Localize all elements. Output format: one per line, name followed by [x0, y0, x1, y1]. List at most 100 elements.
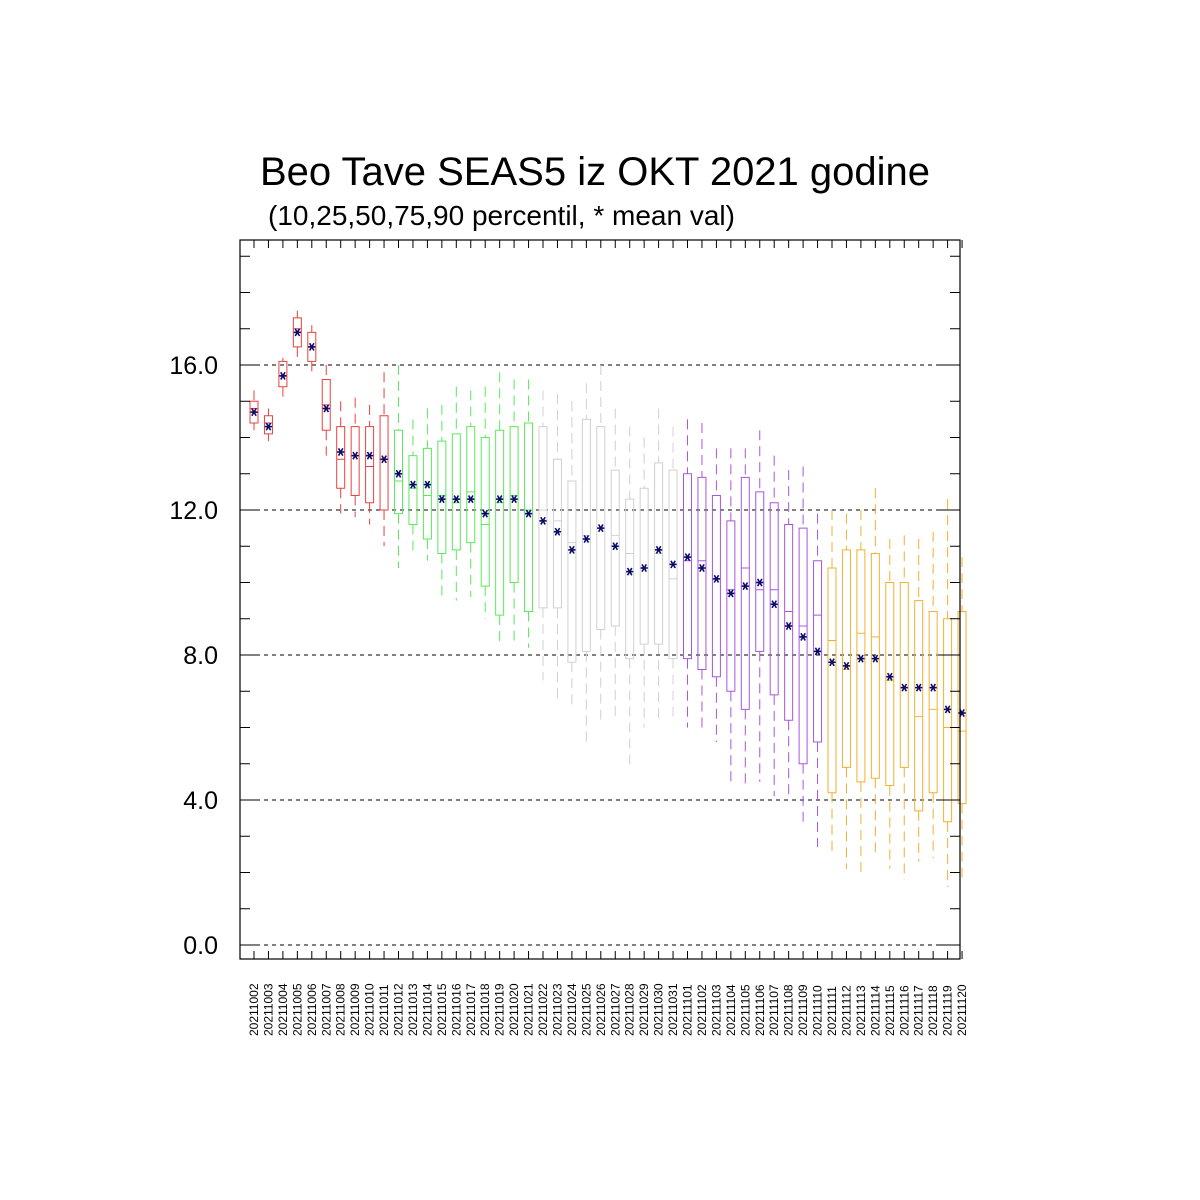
- mean-marker: [785, 621, 793, 631]
- iqr-box: [697, 476, 707, 670]
- iqr-box: [943, 618, 953, 823]
- x-tick-label: 20211004: [276, 983, 290, 1036]
- iqr-box: [451, 433, 461, 551]
- x-tick-label: 20211120: [955, 984, 969, 1036]
- iqr-box: [914, 600, 924, 812]
- x-tick-label: 20211006: [305, 983, 319, 1036]
- mean-marker: [438, 495, 446, 504]
- iqr-box: [798, 527, 808, 765]
- x-tick-label: 20211107: [767, 984, 781, 1036]
- mean-marker: [669, 560, 677, 569]
- iqr-box: [769, 502, 779, 696]
- mean-marker: [900, 683, 908, 692]
- x-tick-label: 20211030: [652, 983, 666, 1036]
- iqr-box: [813, 560, 823, 743]
- iqr-box: [552, 458, 562, 609]
- x-tick-label: 20211019: [493, 983, 507, 1036]
- box-20211006: [307, 325, 317, 376]
- x-tick-label: 20211020: [507, 983, 521, 1036]
- box-20211013: [408, 419, 418, 554]
- x-tick-label: 20211101: [681, 984, 695, 1036]
- box-20211106: [755, 430, 765, 782]
- box-20211024: [567, 401, 577, 706]
- mean-marker: [712, 574, 720, 583]
- iqr-box: [466, 426, 476, 544]
- iqr-box: [740, 476, 750, 710]
- iqr-box: [610, 469, 620, 627]
- iqr-box: [625, 498, 635, 660]
- x-tick-label: 20211026: [594, 983, 608, 1036]
- box-20211029: [639, 437, 649, 728]
- mean-marker: [409, 480, 417, 489]
- mean-marker: [799, 632, 807, 641]
- x-tick-label: 20211105: [738, 984, 752, 1036]
- x-tick-label: 20211109: [796, 984, 810, 1036]
- x-tick-label: 20211015: [435, 983, 449, 1036]
- x-tick-label: 20211018: [478, 983, 492, 1036]
- iqr-box: [538, 426, 548, 609]
- mean-marker: [308, 342, 316, 351]
- box-20211008: [336, 401, 346, 514]
- box-20211025: [581, 383, 591, 746]
- x-tick-label: 20211010: [363, 983, 377, 1036]
- box-20211017: [466, 390, 476, 597]
- iqr-box: [899, 582, 909, 768]
- box-20211028: [625, 426, 635, 768]
- x-tick-label: 20211118: [926, 985, 940, 1036]
- chart-subtitle: (10,25,50,75,90 percentil, * mean val): [268, 200, 735, 231]
- box-20211012: [394, 365, 403, 568]
- x-tick-label: 20211023: [550, 983, 564, 1036]
- box-20211115: [885, 539, 895, 869]
- box-20211010: [365, 404, 375, 525]
- box-20211005: [292, 310, 302, 358]
- x-tick-label: 20211031: [666, 983, 680, 1036]
- iqr-box: [263, 415, 273, 435]
- mean-marker: [264, 422, 273, 431]
- gridlines: [240, 364, 960, 946]
- x-axis: 20211002 20211003 20211004 20211005 20211006…: [247, 240, 969, 1036]
- mean-marker: [568, 545, 576, 554]
- box-20211023: [552, 394, 562, 699]
- mean-marker: [423, 480, 431, 489]
- iqr-box: [509, 426, 519, 583]
- iqr-box: [827, 567, 837, 794]
- box-20211109: [798, 466, 808, 822]
- x-tick-label: 20211106: [753, 984, 767, 1036]
- x-tick-label: 20211110: [811, 985, 825, 1036]
- box-20211112: [841, 513, 851, 869]
- box-20211004: [278, 357, 288, 398]
- x-tick-label: 20211016: [449, 983, 463, 1036]
- x-tick-label: 20211113: [854, 985, 868, 1036]
- mean-marker: [250, 408, 258, 417]
- mean-marker: [611, 542, 619, 551]
- box-20211108: [784, 470, 794, 800]
- iqr-box: [336, 426, 346, 489]
- plot-frame: [239, 239, 961, 960]
- mean-marker: [929, 683, 937, 692]
- box-20211103: [711, 448, 721, 742]
- mean-marker: [524, 509, 533, 518]
- box-20211015: [437, 404, 447, 597]
- iqr-box: [726, 520, 736, 692]
- mean-marker: [394, 469, 403, 478]
- iqr-box: [668, 469, 678, 660]
- x-tick-label: 20211115: [883, 985, 897, 1036]
- box-20211002: [249, 390, 259, 431]
- iqr-box: [422, 447, 432, 540]
- box-20211014: [422, 408, 432, 561]
- iqr-box: [711, 495, 721, 678]
- box-20211101: [683, 419, 692, 728]
- x-tick-label: 20211102: [695, 984, 709, 1036]
- x-tick-label: 20211116: [897, 985, 911, 1036]
- boxes: [249, 310, 967, 887]
- mean-marker: [640, 563, 648, 573]
- x-tick-label: 20211013: [406, 983, 420, 1036]
- box-20211019: [495, 372, 505, 645]
- box-20211021: [524, 379, 534, 648]
- iqr-box: [885, 582, 895, 786]
- mean-marker: [857, 654, 865, 663]
- iqr-box: [639, 487, 649, 645]
- mean-marker: [727, 589, 735, 598]
- box-20211113: [856, 510, 866, 873]
